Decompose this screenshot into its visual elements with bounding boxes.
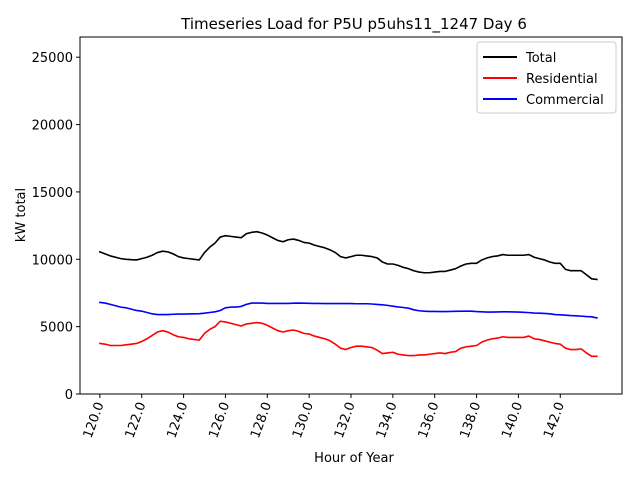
y-axis-ticks: 0 5000 10000 15000 20000 25000 (32, 51, 80, 403)
legend-label-commercial: Commercial (526, 93, 604, 108)
y-tick-label: 5000 (40, 321, 73, 336)
y-tick-label: 15000 (32, 186, 73, 201)
series-line-total (98, 230, 598, 281)
y-tick-label: 0 (65, 388, 73, 403)
legend-label-residential: Residential (526, 72, 598, 87)
legend: Total Residential Commercial (476, 41, 617, 114)
legend-label-total: Total (525, 51, 556, 66)
y-tick-label: 25000 (32, 51, 73, 66)
series-line-commercial (98, 301, 598, 319)
series-layer (98, 230, 598, 358)
y-axis-label: kW total (14, 188, 29, 242)
y-tick-label: 10000 (32, 253, 73, 268)
series-line-residential (98, 320, 598, 358)
legend-box (476, 41, 617, 114)
chart-title: Timeseries Load for P5U p5uhs11_1247 Day… (180, 15, 527, 34)
y-tick-label: 20000 (32, 119, 73, 134)
x-axis-label: Hour of Year (314, 451, 394, 466)
